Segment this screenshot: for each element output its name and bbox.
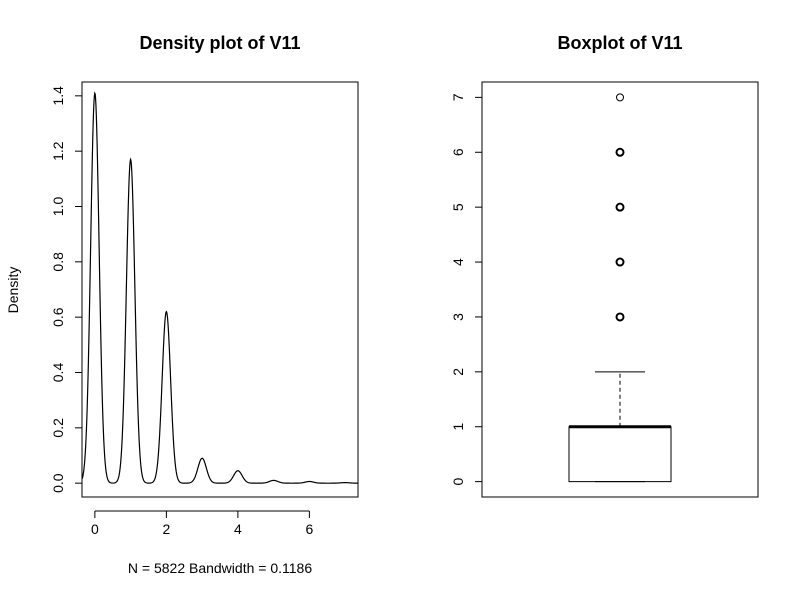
density-y-tick-label: 0.0 <box>50 473 66 493</box>
density-x-tick-label: 4 <box>234 521 242 537</box>
density-y-axis-label: Density <box>5 267 21 314</box>
boxplot-outlier-point <box>615 147 625 157</box>
density-x-tick-label: 2 <box>162 521 170 537</box>
density-y-axis: 0.0 0.2 0.4 0.6 0.8 1.0 1.2 1.4 <box>50 86 83 493</box>
density-x-tick-label: 0 <box>91 521 99 537</box>
density-x-axis: 0 2 4 6 <box>91 510 313 537</box>
density-y-tick-label: 0.4 <box>50 363 66 383</box>
boxplot-marks <box>568 93 672 483</box>
density-y-tick-label: 0.8 <box>50 252 66 272</box>
density-y-tick-label: 1.0 <box>50 197 66 217</box>
boxplot-outlier-point <box>615 257 625 267</box>
density-x-tick-label: 6 <box>305 521 313 537</box>
boxplot-box <box>568 426 672 483</box>
boxplot-y-tick-label: 5 <box>450 203 466 211</box>
boxplot-y-axis: 0 1 2 3 4 5 6 7 <box>450 93 483 486</box>
density-y-tick-label: 1.4 <box>50 86 66 106</box>
boxplot-y-tick-label: 7 <box>450 93 466 101</box>
boxplot-y-tick-label: 6 <box>450 148 466 156</box>
density-y-tick-label: 0.6 <box>50 307 66 327</box>
boxplot-outlier-point <box>615 312 625 322</box>
density-plot-frame <box>81 81 359 498</box>
density-y-tick-label: 1.2 <box>50 141 66 161</box>
boxplot-title: Boxplot of V11 <box>557 33 682 53</box>
boxplot-y-tick-label: 4 <box>450 258 466 266</box>
boxplot-y-tick-label: 0 <box>450 478 466 486</box>
density-plot-title: Density plot of V11 <box>139 33 300 53</box>
density-y-tick-label: 0.2 <box>50 418 66 438</box>
boxplot-y-tick-label: 3 <box>450 313 466 321</box>
density-plot-panel: Density plot of V11 0 2 4 6 0.0 0.2 0.4 0.6 0.8… <box>5 33 359 576</box>
density-curve <box>81 91 358 484</box>
boxplot-outlier-point <box>615 202 625 212</box>
density-x-axis-label: N = 5822 Bandwidth = 0.1186 <box>128 560 312 576</box>
boxplot-frame <box>481 81 759 498</box>
boxplot-y-tick-label: 2 <box>450 368 466 376</box>
boxplot-panel: Boxplot of V11 0 1 2 3 4 5 6 7 <box>450 33 759 498</box>
boxplot-outlier-point <box>616 93 624 102</box>
boxplot-y-tick-label: 1 <box>450 423 466 431</box>
